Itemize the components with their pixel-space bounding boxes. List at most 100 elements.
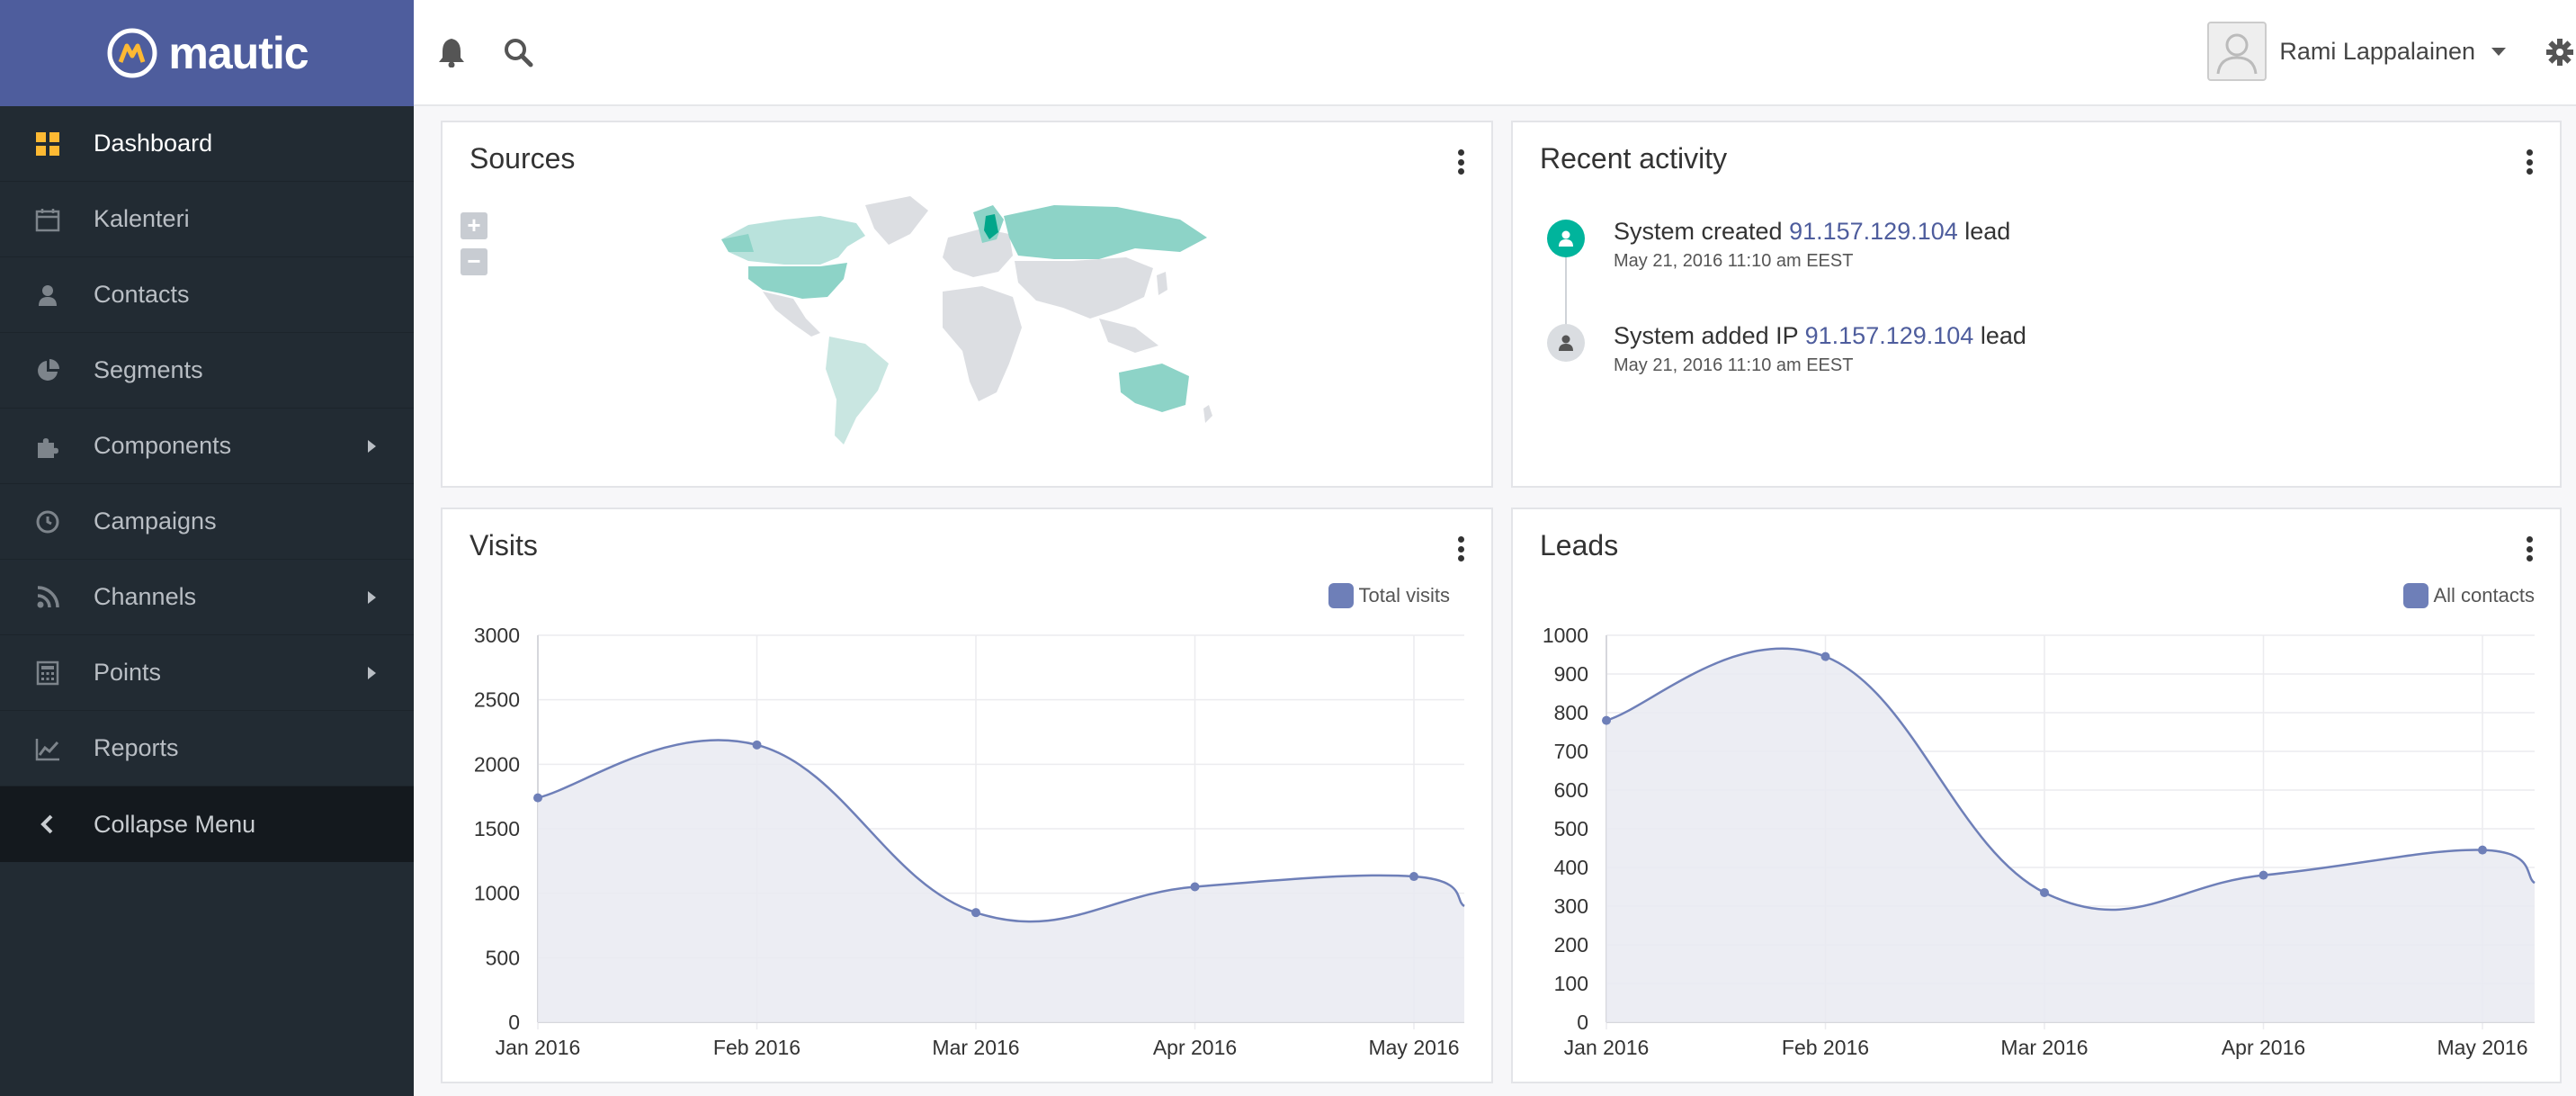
legend-label: All contacts [2433,584,2536,606]
zoom-in-button[interactable]: + [461,212,487,239]
legend-label: Total visits [1358,584,1450,606]
brand-logo[interactable]: mautic [0,0,414,106]
panel-title: Visits [470,529,538,561]
data-point [1409,872,1418,882]
activity-item: System created 91.157.129.104 lead May 2… [1547,218,2010,272]
map-region-europe [943,229,1013,277]
caret-right-icon [368,590,376,604]
top-bar: Rami Lappalainen [414,0,2576,106]
activity-time: May 21, 2016 11:10 am EEST [1614,251,1854,271]
map-region-new-zealand [1203,405,1212,423]
y-tick-label: 300 [1554,894,1588,918]
activity-suffix: lead [1957,218,2011,245]
x-tick-label: Apr 2016 [2222,1036,2305,1059]
sidebar-item-label: Collapse Menu [94,810,256,838]
data-point [971,908,980,918]
sidebar-item-contacts[interactable]: Contacts [0,257,414,333]
sources-panel: Sources + − [441,121,1493,488]
chart-legend[interactable]: All contacts [2402,583,2536,608]
panel-title: Leads [1540,529,1619,561]
sidebar-item-kalenteri[interactable]: Kalenteri [0,182,414,257]
y-tick-label: 0 [508,1011,520,1034]
search-icon[interactable] [500,34,536,70]
sidebar-item-channels[interactable]: Channels [0,560,414,635]
map-region-mexico [763,292,820,337]
y-tick-label: 1000 [474,882,520,905]
calendar-icon [34,206,61,233]
activity-prefix: System added IP [1614,322,1805,349]
y-tick-label: 500 [1554,817,1588,840]
data-point [1820,651,1830,661]
sidebar-item-label: Points [94,659,162,686]
series-line [537,739,1465,923]
world-map[interactable] [712,193,1216,454]
series-area [538,740,1464,1022]
x-tick-label: Apr 2016 [1153,1036,1237,1059]
sidebar: mautic Dashboard Kalenteri Contacts Segm… [0,0,414,1096]
data-point [1190,882,1200,892]
calculator-icon [34,660,61,687]
y-tick-label: 500 [486,946,520,969]
sidebar-item-reports[interactable]: Reports [0,711,414,786]
sidebar-item-label: Components [94,432,232,459]
caret-right-icon [368,439,376,453]
user-icon [34,282,61,309]
legend-swatch [1328,583,1354,608]
y-tick-label: 400 [1554,856,1588,879]
sidebar-item-dashboard[interactable]: Dashboard [0,106,414,182]
user-icon [1547,220,1585,257]
sidebar-item-points[interactable]: Points [0,635,414,711]
line-chart-icon [34,735,61,762]
more-options-icon[interactable] [2524,536,2535,561]
sidebar-nav: Dashboard Kalenteri Contacts Segments Co… [0,106,414,862]
data-point [2478,845,2487,855]
more-options-icon[interactable] [2524,149,2535,175]
bell-icon[interactable] [434,34,470,70]
visits-chart[interactable]: 0 500 1000 1500 2000 2500 3000 Jan 2016 Feb 2016… [443,509,1491,1082]
panel-title: Recent activity [1540,142,1728,175]
data-point [1602,715,1611,725]
zoom-out-button[interactable]: − [461,248,487,275]
recent-activity-panel: Recent activity System created 91.157.12… [1511,121,2562,488]
activity-prefix: System created [1614,218,1790,245]
leads-chart[interactable]: 0 100 200 300 400 500 600 700 800 900 1000 Jan 2016… [1513,509,2560,1082]
y-tick-label: 1500 [474,817,520,840]
sidebar-item-label: Segments [94,356,203,383]
y-tick-label: 700 [1554,740,1588,763]
sidebar-item-campaigns[interactable]: Campaigns [0,484,414,560]
sidebar-item-segments[interactable]: Segments [0,333,414,409]
map-region-southeast-asia [1099,319,1158,353]
chart-legend[interactable]: Total visits [1328,583,1450,608]
more-options-icon[interactable] [1455,536,1466,561]
sidebar-item-label: Dashboard [94,130,213,157]
y-tick-label: 800 [1554,701,1588,724]
map-region-japan [1157,272,1167,295]
map-region-usa [748,263,847,299]
activity-suffix: lead [1973,322,2026,349]
rss-icon [34,584,61,611]
pie-chart-icon [34,357,61,384]
user-menu[interactable]: Rami Lappalainen [2207,22,2506,81]
sidebar-item-label: Campaigns [94,508,217,535]
lead-link[interactable]: 91.157.129.104 [1789,218,1958,245]
x-tick-label: May 2016 [2437,1036,2527,1059]
sidebar-item-label: Channels [94,583,197,610]
sidebar-item-label: Contacts [94,281,190,308]
x-tick-label: May 2016 [1368,1036,1459,1059]
legend-swatch [2402,583,2428,608]
x-tick-label: Mar 2016 [932,1036,1019,1059]
sidebar-item-components[interactable]: Components [0,409,414,484]
caret-right-icon [368,666,376,679]
map-region-south-america [826,337,889,445]
sidebar-item-label: Kalenteri [94,205,190,232]
collapse-menu-button[interactable]: Collapse Menu [0,786,414,862]
lead-link[interactable]: 91.157.129.104 [1804,322,1974,349]
map-region-greenland [865,196,928,245]
y-tick-label: 3000 [474,624,520,647]
series-line [1606,647,2536,912]
gear-icon[interactable] [2544,34,2576,70]
sidebar-item-label: Reports [94,734,179,761]
y-tick-label: 900 [1554,662,1588,686]
chevron-left-icon [34,811,61,838]
more-options-icon[interactable] [1455,149,1466,175]
